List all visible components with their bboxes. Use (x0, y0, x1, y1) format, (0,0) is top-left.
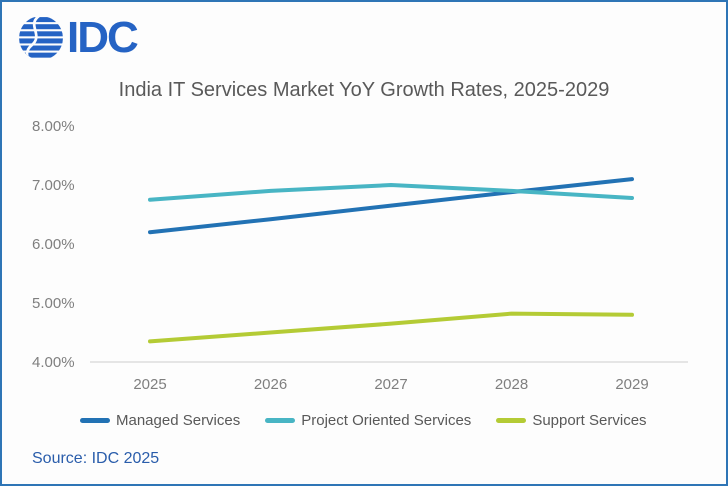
legend: Managed Services Project Oriented Servic… (80, 412, 647, 429)
y-tick-label: 6.00% (32, 236, 75, 253)
idc-logo-text: IDC (67, 13, 139, 62)
y-tick-label: 5.00% (32, 295, 75, 312)
source-text: Source: IDC 2025 (32, 450, 160, 467)
idc-globe-icon (19, 16, 63, 60)
y-tick-label: 8.00% (32, 118, 75, 135)
idc-logo: IDC (18, 13, 139, 62)
series-line-0 (148, 177, 634, 235)
series-line-2 (148, 311, 634, 344)
legend-label: Managed Services (116, 412, 241, 429)
y-tick-label: 4.00% (32, 354, 75, 371)
x-tick-label: 2026 (254, 376, 287, 393)
legend-label: Project Oriented Services (301, 412, 472, 429)
series-line-1 (148, 183, 634, 202)
x-tick-label: 2029 (615, 376, 648, 393)
x-tick-label: 2025 (133, 376, 166, 393)
x-tick-label: 2028 (495, 376, 528, 393)
legend-swatch (80, 418, 110, 423)
legend-swatch (265, 418, 296, 423)
chart-title: India IT Services Market YoY Growth Rate… (118, 79, 610, 101)
legend-item-project-oriented-services: Project Oriented Services (265, 412, 471, 429)
legend-swatch (496, 418, 527, 423)
legend-item-managed-services: Managed Services (80, 412, 240, 429)
legend-label: Support Services (532, 412, 647, 429)
y-tick-label: 7.00% (32, 177, 75, 194)
legend-item-support-services: Support Services (496, 412, 647, 429)
x-tick-label: 2027 (374, 376, 407, 393)
